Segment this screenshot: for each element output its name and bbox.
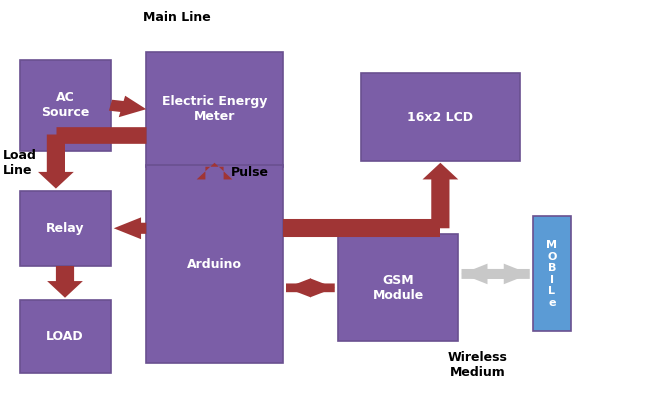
- FancyArrow shape: [109, 96, 146, 117]
- FancyBboxPatch shape: [20, 191, 111, 266]
- FancyArrow shape: [286, 278, 335, 297]
- FancyBboxPatch shape: [338, 234, 458, 341]
- FancyArrow shape: [462, 264, 530, 284]
- FancyBboxPatch shape: [20, 300, 111, 373]
- FancyArrow shape: [422, 163, 458, 228]
- Text: M
O
B
I
L
e: M O B I L e: [547, 240, 557, 308]
- FancyBboxPatch shape: [533, 216, 571, 331]
- Text: AC
Source: AC Source: [41, 91, 89, 119]
- Text: Relay: Relay: [46, 222, 84, 235]
- FancyArrow shape: [38, 135, 74, 189]
- FancyBboxPatch shape: [146, 52, 283, 167]
- Text: Wireless
Medium: Wireless Medium: [448, 351, 508, 380]
- Text: Electric Energy
Meter: Electric Energy Meter: [162, 95, 267, 123]
- FancyArrow shape: [462, 264, 530, 284]
- Text: Arduino: Arduino: [187, 258, 242, 270]
- Text: Load
Line: Load Line: [3, 149, 37, 177]
- FancyBboxPatch shape: [146, 165, 283, 363]
- Text: LOAD: LOAD: [46, 330, 84, 343]
- Text: 16x2 LCD: 16x2 LCD: [408, 111, 473, 123]
- FancyArrow shape: [196, 163, 233, 179]
- FancyBboxPatch shape: [20, 60, 111, 151]
- FancyArrow shape: [114, 217, 146, 239]
- FancyArrow shape: [47, 266, 83, 298]
- FancyArrow shape: [286, 278, 335, 297]
- Text: Pulse: Pulse: [231, 166, 268, 179]
- Text: Main Line: Main Line: [143, 12, 211, 24]
- Text: GSM
Module: GSM Module: [372, 274, 424, 302]
- FancyBboxPatch shape: [361, 73, 520, 161]
